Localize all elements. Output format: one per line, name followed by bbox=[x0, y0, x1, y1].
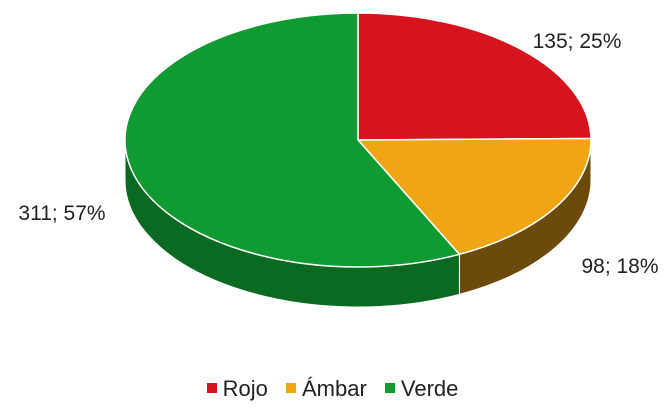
pie-slice-rojo bbox=[357, 12, 592, 141]
data-label-ambar: 98; 18% bbox=[581, 255, 658, 278]
legend-item-verde: Verde bbox=[384, 376, 459, 402]
pie-tops bbox=[124, 12, 592, 268]
pie-slice-ambar bbox=[357, 137, 592, 256]
legend-label-ambar: Ámbar bbox=[301, 376, 367, 401]
legend-swatch-rojo bbox=[206, 383, 217, 394]
data-labels: 135; 25% 98; 18% 311; 57% bbox=[18, 30, 658, 278]
legend-item-ambar: Ámbar bbox=[285, 376, 367, 402]
data-label-verde: 311; 57% bbox=[18, 202, 105, 225]
pie-slice-verde bbox=[124, 12, 461, 268]
data-label-rojo: 135; 25% bbox=[533, 30, 622, 53]
legend-label-rojo: Rojo bbox=[222, 376, 268, 401]
legend-label-verde: Verde bbox=[400, 376, 459, 401]
legend-item-rojo: Rojo bbox=[206, 376, 268, 402]
legend: Rojo Ámbar Verde bbox=[0, 376, 665, 402]
legend-swatch-ambar bbox=[285, 383, 296, 394]
legend-swatch-verde bbox=[384, 383, 395, 394]
